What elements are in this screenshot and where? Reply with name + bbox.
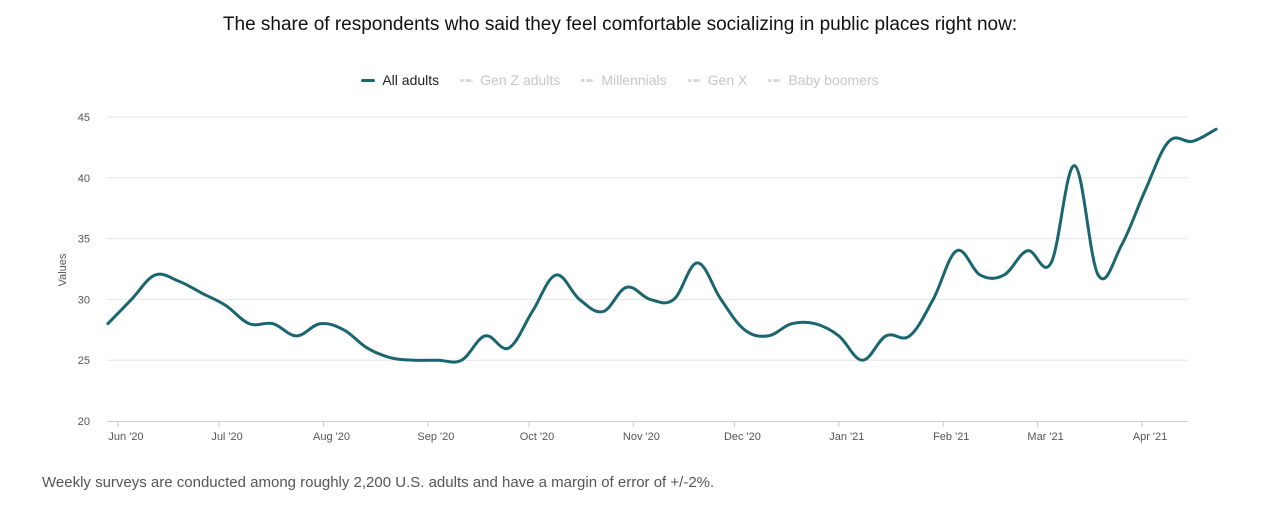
y-tick-label: 35 bbox=[78, 234, 90, 246]
y-axis-label: Values bbox=[57, 253, 69, 286]
x-tick-label: Mar '21 bbox=[1027, 431, 1063, 443]
x-tick-label: Nov '20 bbox=[623, 431, 660, 443]
data-point bbox=[576, 296, 582, 302]
x-tick-label: Aug '20 bbox=[313, 431, 350, 443]
y-tick-label: 20 bbox=[78, 416, 90, 428]
chart-legend: All adults Gen Z adults Millennials Gen … bbox=[0, 72, 1240, 88]
y-axis-ticks: 20 25 30 35 40 45 bbox=[78, 112, 90, 428]
footnote: Weekly surveys are conducted among rough… bbox=[42, 474, 715, 491]
legend-item-gen-z-adults[interactable]: Gen Z adults bbox=[459, 72, 560, 88]
x-tick-label: Jan '21 bbox=[829, 431, 864, 443]
x-tick-label: Sep '20 bbox=[417, 431, 454, 443]
data-point bbox=[553, 272, 559, 278]
y-tick-label: 30 bbox=[78, 294, 90, 306]
data-point bbox=[812, 321, 818, 327]
data-point bbox=[765, 333, 771, 339]
legend-swatch-millennials bbox=[580, 78, 595, 82]
legend-label: Millennials bbox=[601, 72, 667, 88]
data-point bbox=[1048, 260, 1054, 266]
legend-swatch-gen-z-adults bbox=[459, 78, 474, 82]
data-point bbox=[223, 302, 229, 308]
data-point bbox=[1213, 126, 1219, 132]
legend-item-gen-x[interactable]: Gen X bbox=[686, 72, 748, 88]
data-point bbox=[1024, 248, 1030, 254]
data-point bbox=[176, 278, 182, 284]
data-point bbox=[411, 357, 417, 363]
data-point bbox=[1166, 138, 1172, 144]
series-line-all-adults bbox=[106, 127, 1218, 364]
data-point bbox=[907, 333, 913, 339]
data-point bbox=[270, 321, 276, 327]
x-axis: Jun '20 Jul '20 Aug '20 Sep '20 Oct '20 Nov '… bbox=[107, 421, 1188, 443]
data-point bbox=[836, 333, 842, 339]
y-tick-label: 45 bbox=[78, 112, 90, 124]
data-point bbox=[694, 260, 700, 266]
data-point bbox=[1001, 272, 1007, 278]
y-tick-label: 40 bbox=[78, 173, 90, 185]
legend-label: Gen X bbox=[707, 72, 748, 88]
chart-title: The share of respondents who said they f… bbox=[222, 14, 1018, 35]
legend-label: All adults bbox=[382, 72, 440, 88]
x-tick-label: Jun '20 bbox=[108, 431, 143, 443]
data-point bbox=[459, 357, 465, 363]
data-point bbox=[624, 284, 630, 290]
data-point bbox=[671, 296, 677, 302]
data-point bbox=[246, 321, 252, 327]
data-point bbox=[647, 296, 653, 302]
data-point bbox=[1095, 272, 1101, 278]
legend-swatch-all-adults bbox=[361, 78, 376, 82]
x-tick-label: Oct '20 bbox=[520, 431, 555, 443]
x-tick-label: Feb '21 bbox=[933, 431, 969, 443]
data-point bbox=[859, 357, 865, 363]
legend-swatch-gen-x bbox=[686, 78, 701, 82]
legend-item-baby-boomers[interactable]: Baby boomers bbox=[767, 72, 879, 88]
data-point bbox=[388, 355, 394, 361]
data-point bbox=[930, 296, 936, 302]
data-point bbox=[199, 290, 205, 296]
data-point bbox=[1072, 163, 1078, 169]
data-point bbox=[1142, 187, 1148, 193]
data-point bbox=[482, 333, 488, 339]
data-point bbox=[718, 296, 724, 302]
x-tick-label: Dec '20 bbox=[724, 431, 761, 443]
x-tick-label: Apr '21 bbox=[1133, 431, 1168, 443]
data-point bbox=[506, 345, 512, 351]
data-point bbox=[152, 272, 158, 278]
y-tick-label: 25 bbox=[78, 355, 90, 367]
data-point bbox=[128, 296, 134, 302]
data-point bbox=[364, 345, 370, 351]
legend-item-all-adults[interactable]: All adults bbox=[361, 72, 439, 88]
x-tick-label: Jul '20 bbox=[211, 431, 242, 443]
legend-label: Gen Z adults bbox=[480, 72, 561, 88]
data-point bbox=[789, 321, 795, 327]
data-point bbox=[105, 321, 111, 327]
data-point bbox=[1119, 242, 1125, 248]
data-point bbox=[435, 357, 441, 363]
data-point bbox=[1190, 138, 1196, 144]
legend-item-millennials[interactable]: Millennials bbox=[580, 72, 667, 88]
data-point bbox=[600, 309, 606, 315]
data-point bbox=[317, 321, 323, 327]
data-point bbox=[954, 248, 960, 254]
line-chart: 20 25 30 35 40 45 Jun '20 Jul '20 Aug '20 Sep '2… bbox=[57, 112, 1219, 443]
data-point bbox=[742, 327, 748, 333]
series-group bbox=[105, 126, 1219, 364]
legend-label: Baby boomers bbox=[788, 72, 879, 88]
data-point bbox=[341, 327, 347, 333]
data-point bbox=[977, 272, 983, 278]
data-point bbox=[529, 309, 535, 315]
legend-swatch-baby-boomers bbox=[767, 78, 782, 82]
data-point bbox=[883, 333, 889, 339]
data-point bbox=[294, 333, 300, 339]
